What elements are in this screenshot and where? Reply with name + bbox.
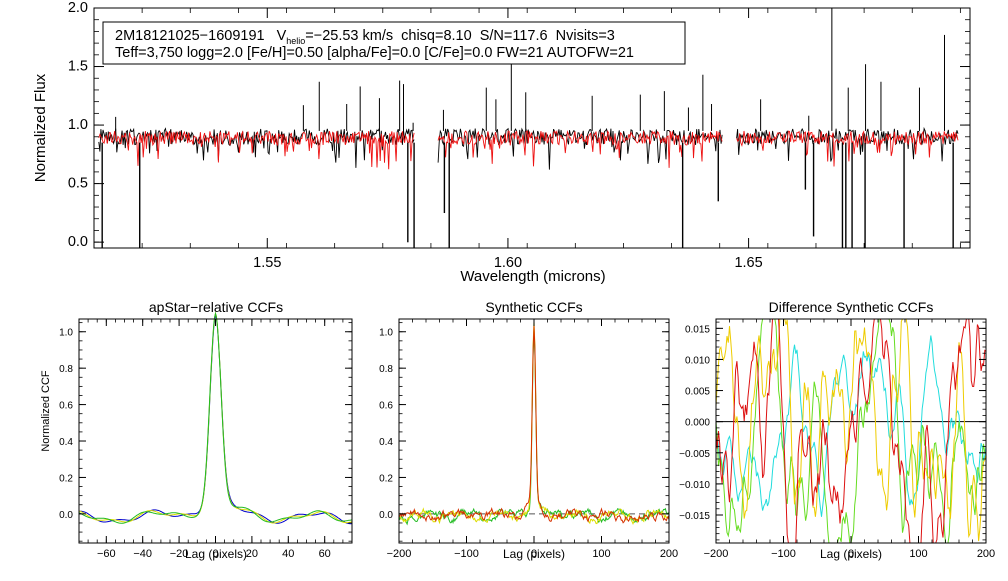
x-tick-label: 1.65 <box>734 255 762 271</box>
x-tick-label: −60 <box>97 548 116 560</box>
ccf2-visit-2-line <box>398 321 670 525</box>
x-tick-label: 0 <box>531 548 537 560</box>
ccf-panel-synthetic: −200 −100 0 100 200 0.0 0.2 0.4 0.6 0.8 1.0 Synthe… <box>379 299 678 561</box>
x-tick-label: 60 <box>319 548 331 560</box>
y-tick-label: 0.2 <box>59 473 73 484</box>
y-tick-label: 0.015 <box>685 324 710 335</box>
star-id: 2M18121025−1609191 <box>115 28 265 44</box>
ccf1-visit-3-line <box>78 311 353 524</box>
ccf1-visit-2-line <box>78 311 353 524</box>
vhelio-value: =−25.53 km/s <box>305 28 393 44</box>
x-tick-label: 0 <box>212 548 218 560</box>
spectrum-synthetic-line <box>736 130 959 167</box>
y-tick-label: 1.0 <box>59 328 73 339</box>
ccf3-xlabel: Lag (pixels) <box>820 547 882 561</box>
x-tick-label: −200 <box>387 548 412 560</box>
ccf-panel-apstar: −60 −40 −20 0 20 40 60 0.0 0.2 0.4 0.6 0.8 1.0 apSta… <box>40 299 353 561</box>
ccf3-diff-3-line <box>715 318 987 542</box>
spectrum-header-box <box>102 21 686 65</box>
y-tick-label: 0.6 <box>59 401 73 412</box>
y-tick-label: 0.6 <box>379 401 393 412</box>
spectrum-observed-line <box>437 127 723 170</box>
y-tick-label: 1.5 <box>68 59 88 75</box>
vhelio-label: V <box>277 28 287 44</box>
x-tick-label: 1.55 <box>253 255 281 271</box>
y-tick-label: 0.4 <box>379 437 393 448</box>
y-tick-label: 0.2 <box>379 473 393 484</box>
spectrum-header-line2: Teff=3,750 logg=2.0 [Fe/H]=0.50 [alpha/F… <box>115 45 634 61</box>
y-tick-label: 0.8 <box>379 364 393 375</box>
spectrum-header-line1: 2M18121025−1609191 Vhelio=−25.53 km/s chis… <box>115 28 615 46</box>
spectrum-ylabel: Normalized Flux <box>32 73 49 182</box>
ccf1-title: apStar−relative CCFs <box>149 299 283 315</box>
y-tick-label: 0.5 <box>68 176 88 192</box>
spectrum-xlabel: Wavelength (microns) <box>460 268 605 285</box>
ccf3-frame <box>715 318 987 544</box>
vhelio-subscript: helio <box>286 36 305 46</box>
y-tick-label: 1.0 <box>68 117 88 133</box>
y-tick-label: −0.010 <box>679 480 710 491</box>
ccf3-diff-4-line <box>715 318 987 544</box>
ccf3-title: Difference Synthetic CCFs <box>769 299 934 315</box>
ccf3-diff-1-line <box>715 335 987 517</box>
x-tick-label: 100 <box>592 548 610 560</box>
y-tick-label: 1.0 <box>379 328 393 339</box>
spectrum-observed-line <box>736 126 959 162</box>
x-tick-label: 0 <box>848 548 854 560</box>
ccf3-diff-2-line <box>715 318 987 544</box>
x-tick-label: 200 <box>660 548 678 560</box>
ccf1-xlabel: Lag (pixels) <box>185 547 247 561</box>
y-tick-label: 0.0 <box>68 234 88 250</box>
ccf2-frame <box>398 318 670 544</box>
spectrum-panel: 1.55 1.60 1.65 0.0 0.5 1.0 1.5 2.0 2M18121025−1… <box>32 0 971 285</box>
spectrum-synthetic-line <box>437 129 723 168</box>
ccf-panel-difference: −200 −100 0 100 200 −0.015 −0.010 −0.005 0.000 0.… <box>679 299 995 561</box>
x-tick-label: −100 <box>454 548 479 560</box>
spectrum-frame <box>93 7 971 249</box>
ccf2-title: Synthetic CCFs <box>485 299 582 315</box>
spectrum-synthetic-line <box>98 130 415 170</box>
y-tick-label: 2.0 <box>68 0 88 16</box>
x-tick-label: 40 <box>282 548 294 560</box>
spectrum-stats: chisq=8.10 S/N=117.6 Nvisits=3 <box>401 28 615 44</box>
y-tick-label: 0.000 <box>685 418 710 429</box>
x-tick-label: 20 <box>246 548 258 560</box>
x-tick-label: −100 <box>771 548 796 560</box>
ccf1-visit-1-line <box>79 313 353 525</box>
ccf1-ylabel: Normalized CCF <box>40 370 52 452</box>
y-tick-label: −0.015 <box>679 511 710 522</box>
x-tick-label: −20 <box>170 548 189 560</box>
ccf2-xlabel: Lag (pixels) <box>503 547 565 561</box>
y-tick-label: 0.0 <box>59 510 73 521</box>
x-tick-label: −40 <box>133 548 152 560</box>
y-tick-label: 0.4 <box>59 437 73 448</box>
x-tick-label: 200 <box>977 548 995 560</box>
y-tick-label: −0.005 <box>679 449 710 460</box>
x-tick-label: 1.60 <box>494 255 522 271</box>
ccf2-visit-3-line <box>398 325 670 524</box>
ccf2-visit-1-line <box>398 329 670 526</box>
x-tick-label: −200 <box>704 548 729 560</box>
y-tick-label: 0.8 <box>59 364 73 375</box>
x-tick-label: 100 <box>909 548 927 560</box>
y-tick-label: 0.0 <box>379 510 393 521</box>
y-tick-label: 0.005 <box>685 387 710 398</box>
ccf1-frame <box>78 318 353 544</box>
y-tick-label: 0.010 <box>685 355 710 366</box>
